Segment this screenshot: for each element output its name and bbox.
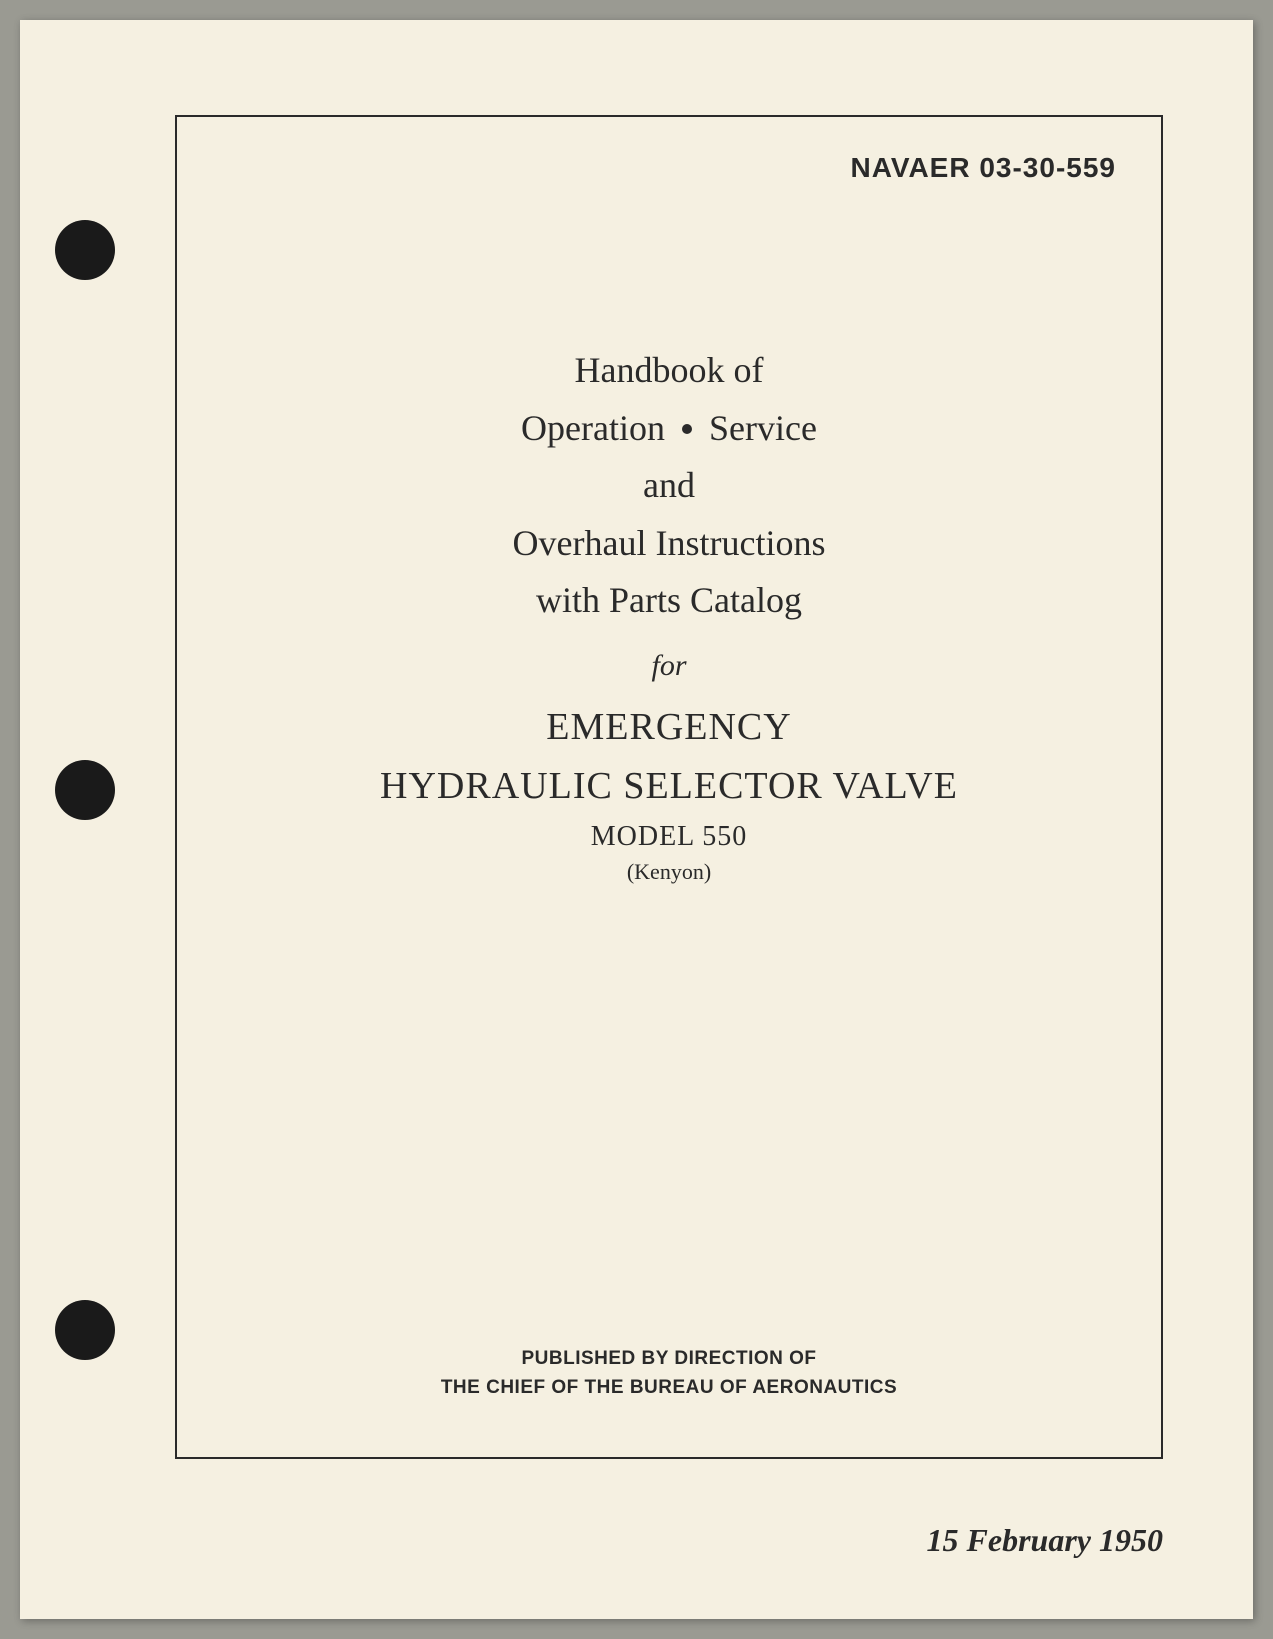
title-block: Handbook of Operation Service and Overha… (177, 342, 1161, 885)
publisher-block: PUBLISHED BY DIRECTION OF THE CHIEF OF T… (177, 1345, 1161, 1402)
punch-hole (55, 1300, 115, 1360)
title-line-2: Operation Service (177, 400, 1161, 458)
subject-line-2: HYDRAULIC SELECTOR VALVE (177, 761, 1161, 812)
title-line-5: with Parts Catalog (177, 572, 1161, 630)
content-frame: NAVAER 03-30-559 Handbook of Operation S… (175, 115, 1163, 1459)
publisher-line-1: PUBLISHED BY DIRECTION OF (177, 1345, 1161, 1374)
subject-line-1: EMERGENCY (177, 702, 1161, 753)
punch-hole (55, 760, 115, 820)
model-line: MODEL 550 (177, 821, 1161, 853)
title-line-1: Handbook of (177, 342, 1161, 400)
document-number: NAVAER 03-30-559 (850, 152, 1116, 184)
title-line-3: and (177, 457, 1161, 515)
publication-date: 15 February 1950 (927, 1522, 1163, 1559)
document-page: NAVAER 03-30-559 Handbook of Operation S… (20, 20, 1253, 1619)
manufacturer-line: (Kenyon) (177, 859, 1161, 885)
title-for: for (177, 642, 1161, 690)
title-operation: Operation (521, 408, 665, 448)
bullet-separator-icon (682, 424, 692, 434)
title-service: Service (709, 408, 817, 448)
punch-hole (55, 220, 115, 280)
title-line-4: Overhaul Instructions (177, 515, 1161, 573)
publisher-line-2: THE CHIEF OF THE BUREAU OF AERONAUTICS (177, 1374, 1161, 1403)
